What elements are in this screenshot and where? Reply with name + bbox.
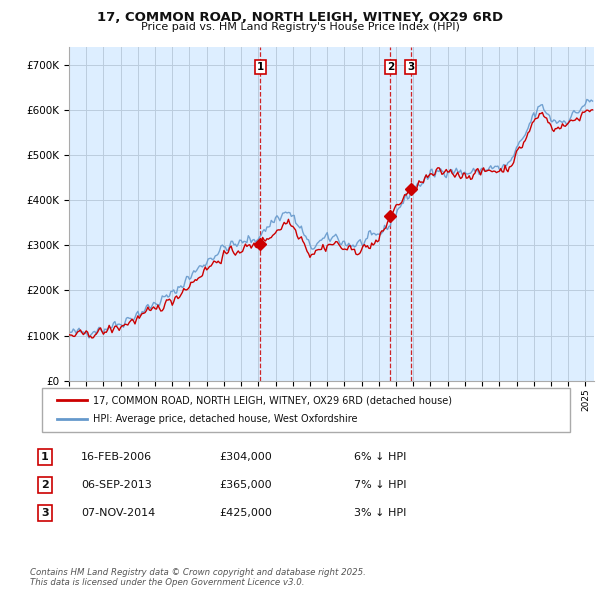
Text: 1: 1 (41, 453, 49, 462)
Text: Price paid vs. HM Land Registry's House Price Index (HPI): Price paid vs. HM Land Registry's House … (140, 22, 460, 32)
Text: 06-SEP-2013: 06-SEP-2013 (81, 480, 152, 490)
Text: HPI: Average price, detached house, West Oxfordshire: HPI: Average price, detached house, West… (93, 415, 358, 424)
Text: £425,000: £425,000 (219, 508, 272, 517)
Text: 6% ↓ HPI: 6% ↓ HPI (354, 453, 406, 462)
Text: 2: 2 (41, 480, 49, 490)
Text: £304,000: £304,000 (219, 453, 272, 462)
Text: 16-FEB-2006: 16-FEB-2006 (81, 453, 152, 462)
Text: £365,000: £365,000 (219, 480, 272, 490)
Text: 7% ↓ HPI: 7% ↓ HPI (354, 480, 407, 490)
Text: 3% ↓ HPI: 3% ↓ HPI (354, 508, 406, 517)
Text: 1: 1 (257, 62, 264, 72)
Text: 17, COMMON ROAD, NORTH LEIGH, WITNEY, OX29 6RD: 17, COMMON ROAD, NORTH LEIGH, WITNEY, OX… (97, 11, 503, 24)
Text: 3: 3 (41, 508, 49, 517)
Text: 17, COMMON ROAD, NORTH LEIGH, WITNEY, OX29 6RD (detached house): 17, COMMON ROAD, NORTH LEIGH, WITNEY, OX… (93, 395, 452, 405)
Text: Contains HM Land Registry data © Crown copyright and database right 2025.
This d: Contains HM Land Registry data © Crown c… (30, 568, 366, 587)
Text: 2: 2 (387, 62, 394, 72)
Text: 07-NOV-2014: 07-NOV-2014 (81, 508, 155, 517)
Text: 3: 3 (407, 62, 415, 72)
